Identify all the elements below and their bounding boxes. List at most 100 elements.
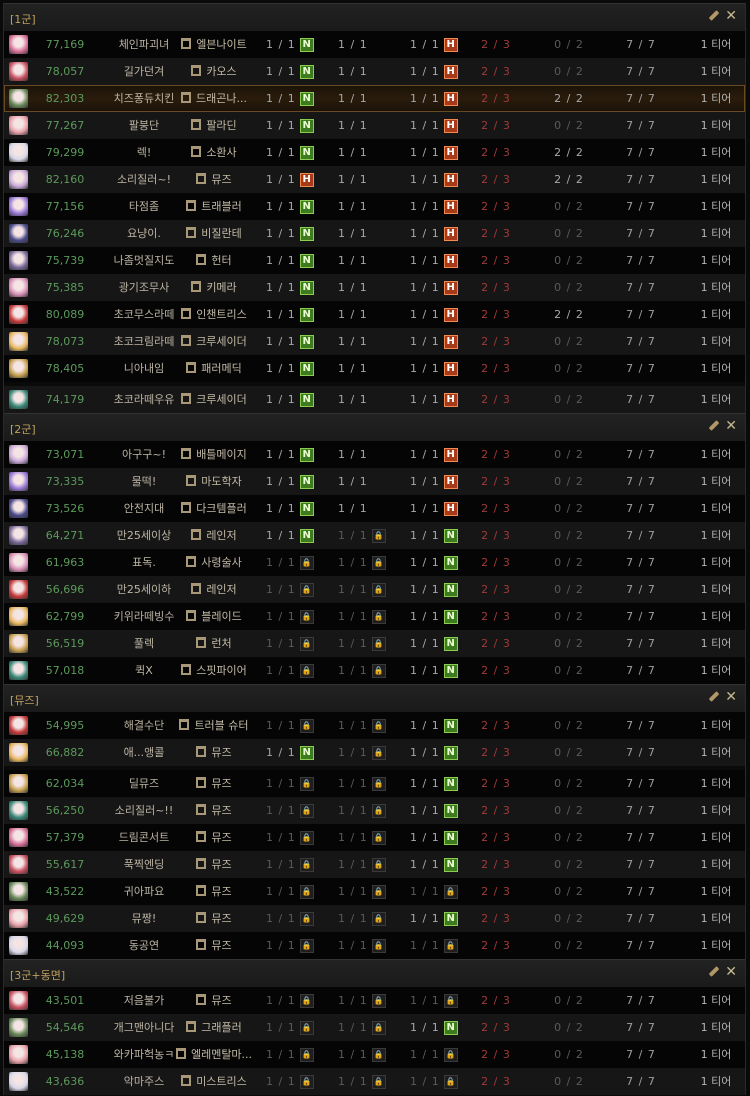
character-row[interactable]: 45,138 와카파헉농ㅋ 엘레멘탈마... 1 / 1 🔒 1 / 1 🔒 1 / 1 🔒 2 … xyxy=(4,1041,745,1068)
weekly-count: 2 / 2 xyxy=(554,92,584,105)
weekly-count: 0 / 2 xyxy=(554,335,584,348)
pencil-icon[interactable] xyxy=(707,691,719,703)
close-x-icon[interactable]: ✕ xyxy=(725,689,737,705)
section-title: [뮤즈] xyxy=(10,694,39,707)
character-avatar xyxy=(9,278,28,297)
tier-label: 1 티어 xyxy=(700,200,732,213)
class-name: 트래블러 xyxy=(201,200,242,213)
tier-label: 1 티어 xyxy=(700,939,732,952)
dungeon-slot-2: 1 / 1 xyxy=(338,468,404,495)
class-name: 뮤즈 xyxy=(211,831,232,844)
raid-count: 2 / 3 xyxy=(481,448,511,461)
slot-count: 1 / 1 xyxy=(266,556,296,569)
lock-icon: 🔒 xyxy=(371,555,386,570)
character-name: 초코무스라떼 xyxy=(113,308,175,321)
lock-icon: 🔒 xyxy=(371,857,386,872)
character-name: 팔붕단 xyxy=(128,119,160,132)
slot-count: 1 / 1 xyxy=(338,804,368,817)
normal-badge: N xyxy=(299,745,314,760)
close-x-icon[interactable]: ✕ xyxy=(725,8,737,24)
combat-score: 73,526 xyxy=(45,502,85,515)
close-x-icon[interactable]: ✕ xyxy=(725,964,737,980)
character-class: 그래플러 xyxy=(170,1014,258,1041)
tier-label: 1 티어 xyxy=(700,448,732,461)
class-emblem-icon xyxy=(196,637,207,648)
class-emblem-icon xyxy=(196,831,207,842)
class-name: 뮤즈 xyxy=(211,994,232,1007)
pencil-icon[interactable] xyxy=(707,966,719,978)
hard-badge: H xyxy=(443,361,458,376)
combat-score: 73,071 xyxy=(45,448,85,461)
character-avatar xyxy=(9,1072,28,1091)
dungeon-slot-1: 1 / 1 🔒 xyxy=(266,576,332,603)
character-class: 레인저 xyxy=(170,522,258,549)
character-avatar xyxy=(9,716,28,735)
pencil-icon[interactable] xyxy=(707,420,719,432)
daily-count: 7 / 7 xyxy=(626,119,656,132)
raid-count: 2 / 3 xyxy=(481,119,511,132)
dungeon-slot-1: 1 / 1 🔒 xyxy=(266,1068,332,1095)
normal-badge: N xyxy=(299,253,314,268)
section-title: [3군+동면] xyxy=(10,969,66,982)
close-x-icon[interactable]: ✕ xyxy=(725,418,737,434)
weekly-count: 0 / 2 xyxy=(554,804,584,817)
normal-badge: N xyxy=(299,528,314,543)
daily-count: 7 / 7 xyxy=(626,393,656,406)
character-name: 아구구~! xyxy=(122,448,166,461)
normal-badge: N xyxy=(443,857,458,872)
slot-count: 1 / 1 xyxy=(338,637,368,650)
pencil-icon[interactable] xyxy=(707,10,719,22)
normal-badge: N xyxy=(299,226,314,241)
raid-count: 2 / 3 xyxy=(481,583,511,596)
raid-count: 2 / 3 xyxy=(481,308,511,321)
section-title: [1군] xyxy=(10,13,36,26)
normal-badge: N xyxy=(443,776,458,791)
slot-count: 1 / 1 xyxy=(266,502,296,515)
character-class: 미스트리스 xyxy=(170,1068,258,1095)
combat-score: 73,335 xyxy=(45,475,85,488)
lock-icon: 🔒 xyxy=(299,911,314,926)
slot-count: 1 / 1 xyxy=(410,664,440,677)
